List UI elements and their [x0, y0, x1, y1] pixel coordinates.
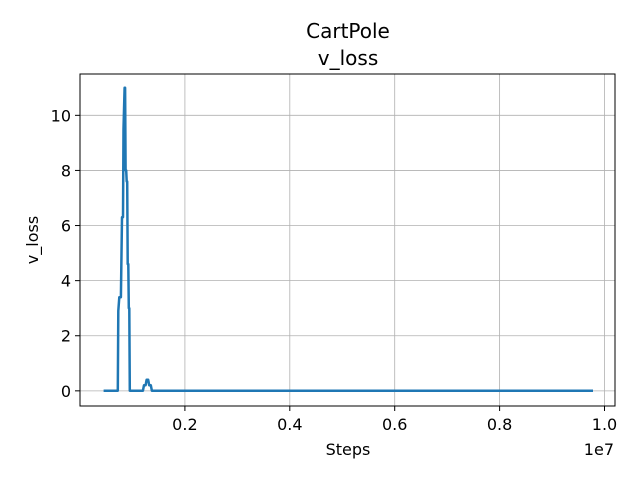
x-tick-label: 0.4	[277, 415, 302, 434]
y-tick-label: 4	[61, 272, 71, 291]
y-tick-label: 6	[61, 217, 71, 236]
y-tick-label: 2	[61, 327, 71, 346]
chart-subtitle: v_loss	[318, 46, 378, 70]
x-tick-label: 0.6	[382, 415, 407, 434]
x-tick-label: 1.0	[592, 415, 617, 434]
x-axis-offset-label: 1e7	[584, 440, 614, 459]
y-axis-label: v_loss	[23, 216, 43, 264]
chart-title: CartPole	[306, 19, 390, 43]
series-line	[103, 86, 593, 393]
series-group	[103, 86, 593, 393]
grid	[80, 74, 615, 406]
x-tick-label: 0.8	[487, 415, 512, 434]
plot-frame	[79, 73, 616, 407]
x-tick-label: 0.2	[172, 415, 197, 434]
x-axis-label: Steps	[326, 440, 371, 459]
axis-ticks: 0.2 0.4 0.6 0.8 1.0 0 2 4 6 8 10	[51, 106, 618, 434]
y-tick-label: 10	[51, 106, 71, 125]
y-tick-label: 0	[61, 382, 71, 401]
y-tick-label: 8	[61, 161, 71, 180]
